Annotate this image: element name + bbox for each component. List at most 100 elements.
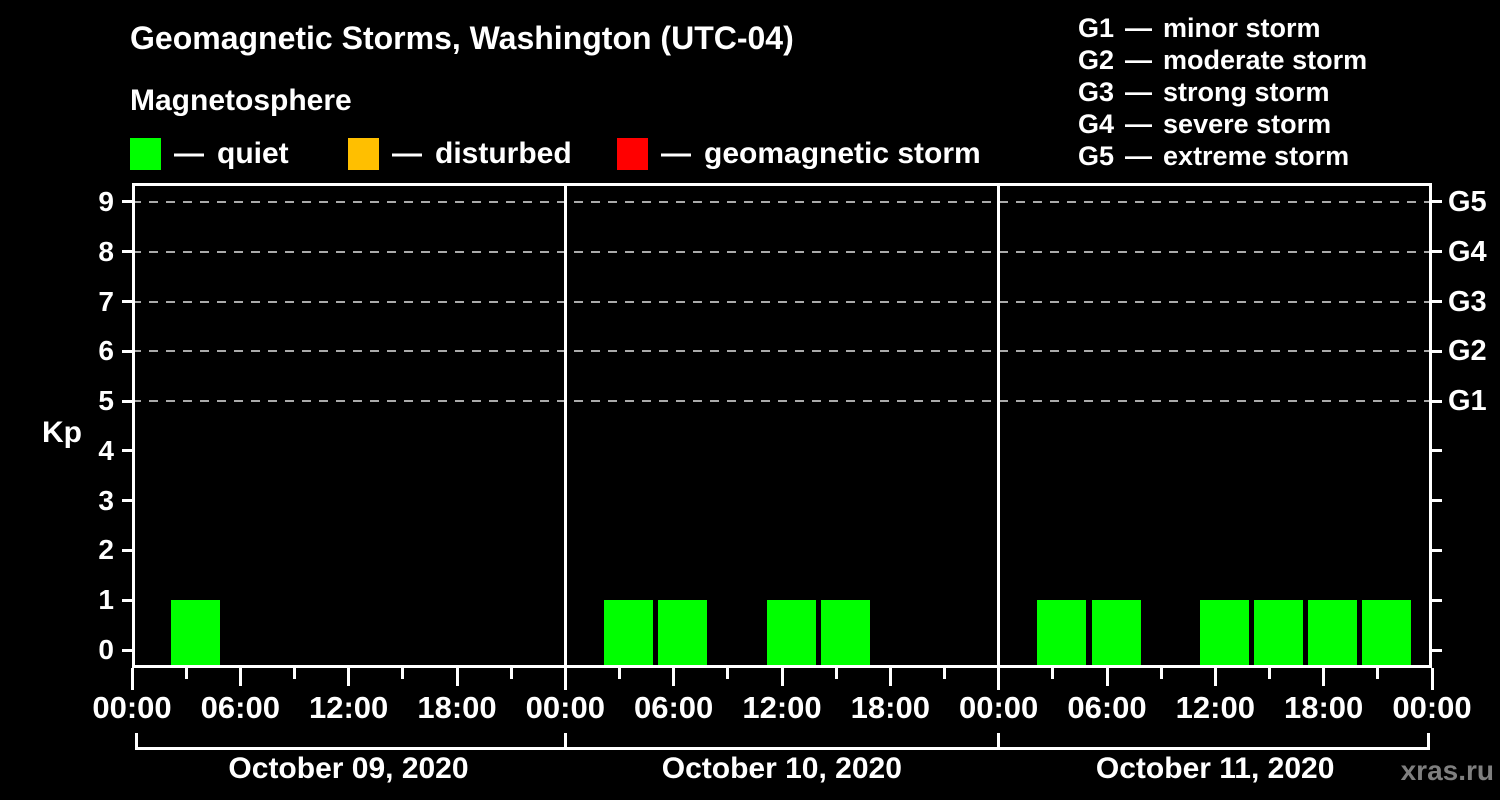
right-axis-label-g1: G1 [1448,385,1487,418]
kp-bar [1199,600,1249,668]
x-tick [1268,668,1271,679]
x-time-label: 06:00 [634,690,714,725]
day-divider [563,183,567,668]
y-tick-left [122,300,132,303]
kp-bar [1308,600,1358,668]
x-time-label: 18:00 [417,690,497,725]
y-tick-left [122,648,132,652]
g3-label: strong storm [1163,77,1330,107]
x-tick [401,668,405,679]
g-separator: — [1125,141,1153,171]
x-tick [1159,668,1163,679]
y-tick-label: 7 [98,285,114,317]
x-tick [997,668,1001,690]
y-tick-left [122,548,132,552]
date-label: October 11, 2020 [1095,752,1335,785]
quiet-color-swatch [130,138,161,170]
y-tick-left [122,598,132,602]
legend-separator: — [174,137,204,170]
right-axis-label-g3: G3 [1448,285,1487,318]
x-tick [726,668,730,679]
y-tick-right [1432,499,1442,503]
x-time-label: 18:00 [1284,690,1364,725]
g1-label: minor storm [1163,13,1321,43]
g-separator: — [1125,77,1153,107]
g-scale-row-g2: G2 — moderate storm [1078,44,1367,76]
x-tick [1430,668,1434,690]
y-tick-label: 9 [98,185,114,217]
disturbed-color-swatch [348,138,379,170]
x-tick [672,668,676,686]
x-tick [1376,668,1380,679]
x-tick [347,668,351,686]
y-tick-label: 8 [98,235,114,267]
kp-bar [820,600,870,668]
plot-area [132,183,1432,668]
y-tick-right [1432,200,1442,204]
date-label: October 09, 2020 [228,752,469,785]
y-tick-left [122,200,132,204]
g1-code: G1 [1078,13,1115,43]
g2-code: G2 [1078,45,1115,75]
date-bracket-tick [135,733,138,750]
y-tick-left [122,449,132,453]
kp-bar [766,600,816,668]
y-tick-right [1432,399,1442,403]
y-tick-left [122,399,132,403]
x-time-label: 12:00 [1175,690,1255,725]
x-time-label: 00:00 [525,690,605,725]
y-tick-label: 3 [98,484,114,516]
g5-label: extreme storm [1163,141,1350,171]
legend-separator: — [392,137,422,170]
x-time-label: 12:00 [309,690,389,725]
g4-label: severe storm [1163,109,1332,139]
x-tick [1213,668,1217,686]
x-tick [293,668,296,679]
x-tick [780,668,784,686]
date-label: October 10, 2020 [661,752,902,785]
x-time-label: 00:00 [959,690,1039,725]
legend-item-disturbed: — disturbed [348,137,572,171]
x-time-label: 06:00 [1067,690,1147,725]
kp-bar [1037,600,1087,668]
date-bracket-tick [997,733,1001,750]
x-tick [1051,668,1055,679]
legend-item-quiet: — quiet [130,137,289,171]
kp-bar [1254,600,1304,668]
right-axis-label-g5: G5 [1448,185,1487,218]
x-time-label: 00:00 [92,690,172,725]
g-scale-row-g4: G4 — severe storm [1078,108,1367,140]
right-axis-label-g4: G4 [1448,235,1487,268]
y-tick-left [122,499,132,503]
x-tick [834,668,838,679]
legend-label-disturbed: disturbed [435,137,572,170]
kp-bar [1091,600,1141,668]
y-axis-label: Kp [42,416,82,449]
x-tick [455,668,459,686]
y-tick-right [1432,449,1442,453]
g-separator: — [1125,109,1153,139]
y-tick-label: 4 [98,434,114,466]
x-tick [618,668,621,679]
y-tick-label: 1 [98,584,114,616]
g5-code: G5 [1078,141,1115,171]
y-tick-label: 5 [98,385,114,417]
g-scale-row-g3: G3 — strong storm [1078,76,1367,108]
day-divider [997,183,1001,668]
x-tick [888,668,892,686]
g-scale-row-g1: G1 — minor storm [1078,12,1367,44]
gridline-kp6 [132,350,1432,353]
gridline-kp9 [132,200,1432,203]
magnetosphere-legend-title: Magnetosphere [130,84,352,117]
x-tick [238,668,242,686]
watermark: xras.ru [1400,755,1494,786]
y-tick-label: 0 [98,634,114,666]
chart-title: Geomagnetic Storms, Washington (UTC-04) [130,20,794,56]
x-tick [509,668,513,679]
g2-label: moderate storm [1163,45,1368,75]
gridline-kp8 [132,250,1432,253]
g3-code: G3 [1078,77,1115,107]
y-tick-right [1432,598,1442,602]
gridline-kp7 [132,300,1432,303]
y-tick-right [1432,648,1442,652]
